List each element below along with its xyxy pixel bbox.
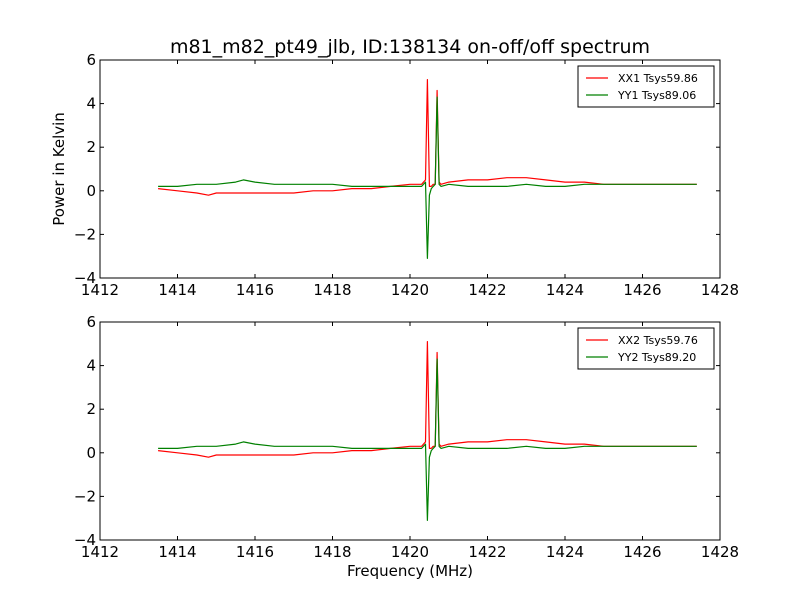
y-tick-label: 2 <box>86 138 96 156</box>
y-tick-label: −4 <box>74 269 96 287</box>
chart-title: m81_m82_pt49_jlb, ID:138134 on-off/off s… <box>170 36 650 58</box>
y-tick-label: 0 <box>86 182 96 200</box>
x-tick-label: 1426 <box>623 543 661 561</box>
series-line-1 <box>158 341 697 458</box>
y-tick-label: 6 <box>86 313 96 331</box>
x-tick-label: 1426 <box>623 281 661 299</box>
y-tick-label: −4 <box>74 531 96 549</box>
y-tick-label: 0 <box>86 444 96 462</box>
series-line-1 <box>158 78 697 196</box>
x-tick-label: 1418 <box>313 543 351 561</box>
legend: XX1 Tsys59.86 YY1 Tsys89.06 <box>577 65 715 108</box>
x-tick-label: 1424 <box>546 543 584 561</box>
x-tick-label: 1424 <box>546 281 584 299</box>
x-axis-label: Frequency (MHz) <box>347 562 473 580</box>
legend-label-2: YY2 Tsys89.20 <box>617 351 696 364</box>
x-tick-label: 1416 <box>236 543 274 561</box>
plot-panel-1: 1412 1414 1416 1418 1420 1422 1424 1426 1428 6 4 2 0… <box>74 51 739 299</box>
x-tick-label: 1422 <box>468 281 506 299</box>
x-tick-label: 1428 <box>701 543 739 561</box>
x-tick-label: 1414 <box>158 281 196 299</box>
y-tick-label: 2 <box>86 400 96 418</box>
x-tick-label: 1416 <box>236 281 274 299</box>
legend-box <box>577 65 715 108</box>
x-tick-label: 1428 <box>701 281 739 299</box>
legend-label-1: XX1 Tsys59.86 <box>618 72 698 85</box>
y-tick-label: −2 <box>74 487 96 505</box>
x-tick-label: 1412 <box>81 543 119 561</box>
x-tick-label: 1418 <box>313 281 351 299</box>
x-tick-label: 1414 <box>158 543 196 561</box>
y-tick-label: 4 <box>86 357 96 375</box>
legend: XX2 Tsys59.76 YY2 Tsys89.20 <box>577 327 715 370</box>
y-tick-label: −2 <box>74 225 96 243</box>
x-tick-label: 1422 <box>468 543 506 561</box>
x-tick-label: 1420 <box>391 543 429 561</box>
legend-label-2: YY1 Tsys89.06 <box>617 89 696 102</box>
series-line-2 <box>158 358 697 522</box>
legend-label-1: XX2 Tsys59.76 <box>618 334 698 347</box>
y-tick-label: 4 <box>86 95 96 113</box>
y-axis-label: Power in Kelvin <box>50 112 68 226</box>
series-line-2 <box>158 96 697 259</box>
legend-box <box>577 327 715 370</box>
plot-panel-2: 1412 1414 1416 1418 1420 1422 1424 1426 1428 6 4 2 0… <box>74 313 739 561</box>
x-tick-label: 1412 <box>81 281 119 299</box>
x-tick-label: 1420 <box>391 281 429 299</box>
y-tick-label: 6 <box>86 51 96 69</box>
